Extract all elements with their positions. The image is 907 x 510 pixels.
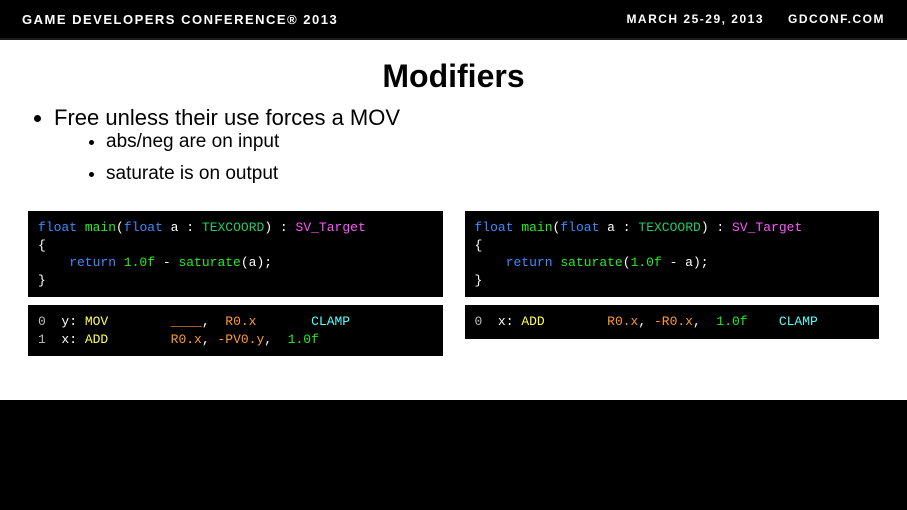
comma: , bbox=[202, 314, 225, 329]
opcode: ADD bbox=[521, 314, 544, 329]
keyword: float bbox=[38, 220, 77, 235]
spacer bbox=[748, 314, 779, 329]
colon: : bbox=[716, 220, 732, 235]
keyword: return bbox=[475, 255, 561, 270]
comma: , bbox=[693, 314, 716, 329]
literal: 1.0f bbox=[288, 332, 319, 347]
reg-slot: y: bbox=[61, 314, 84, 329]
keyword: float bbox=[475, 220, 514, 235]
comma: , bbox=[202, 332, 218, 347]
brace: { bbox=[38, 238, 46, 253]
comma: , bbox=[264, 332, 287, 347]
args: (a); bbox=[241, 255, 272, 270]
param: a bbox=[599, 220, 622, 235]
literal: 1.0f bbox=[631, 255, 662, 270]
literal: 1.0f bbox=[716, 314, 747, 329]
paren: ( bbox=[623, 255, 631, 270]
brace: } bbox=[38, 273, 46, 288]
function-call: saturate bbox=[178, 255, 240, 270]
literal: 1.0f bbox=[124, 255, 155, 270]
keyword: float bbox=[124, 220, 163, 235]
hlsl-code-right: float main ( float a : TEXCOORD) : SV_Targ… bbox=[465, 211, 880, 297]
code-column-left: float main(float a : TEXCOORD) : SV_Targ… bbox=[28, 211, 443, 364]
spacer bbox=[108, 332, 170, 347]
semantic: TEXCOORD bbox=[202, 220, 264, 235]
paren: ) bbox=[701, 220, 717, 235]
function-name: main bbox=[85, 220, 116, 235]
asm-code-right: 0 x: ADD R0.x, -R0.x, 1.0f CLAMP bbox=[465, 305, 880, 339]
semantic: TEXCOORD bbox=[638, 220, 700, 235]
paren: ( bbox=[116, 220, 124, 235]
spacer bbox=[108, 314, 170, 329]
spacer bbox=[256, 314, 311, 329]
bullet-list: Free unless their use forces a MOV abs/n… bbox=[0, 95, 907, 185]
paren: ) bbox=[264, 220, 280, 235]
conference-header: GAME DEVELOPERS CONFERENCE® 2013 MARCH 2… bbox=[0, 0, 907, 40]
function-name: main bbox=[521, 220, 552, 235]
register: -R0.x bbox=[654, 314, 693, 329]
bullet-sublist: abs/neg are on input saturate is on outp… bbox=[54, 131, 907, 185]
keyword: float bbox=[560, 220, 599, 235]
hlsl-code-left: float main(float a : TEXCOORD) : SV_Targ… bbox=[28, 211, 443, 297]
slide-title: Modifiers bbox=[0, 40, 907, 95]
function-call: saturate bbox=[560, 255, 622, 270]
register: R0.x bbox=[225, 314, 256, 329]
line-index: 1 bbox=[38, 332, 61, 347]
args: - a); bbox=[662, 255, 709, 270]
register: -PV0.y bbox=[217, 332, 264, 347]
modifier: CLAMP bbox=[311, 314, 350, 329]
bullet-level2: saturate is on output bbox=[106, 163, 907, 185]
reg-slot: x: bbox=[61, 332, 84, 347]
opcode: ADD bbox=[85, 332, 108, 347]
brace: { bbox=[475, 238, 483, 253]
line-index: 0 bbox=[475, 314, 498, 329]
colon: : bbox=[623, 220, 639, 235]
target-semantic: SV_Target bbox=[296, 220, 366, 235]
bullet-text: Free unless their use forces a MOV bbox=[54, 105, 400, 130]
spacer bbox=[545, 314, 607, 329]
header-right: MARCH 25-29, 2013 GDCONF.COM bbox=[626, 12, 885, 26]
colon: : bbox=[186, 220, 202, 235]
bullet-level2: abs/neg are on input bbox=[106, 131, 907, 153]
code-columns: float main(float a : TEXCOORD) : SV_Targ… bbox=[0, 199, 907, 364]
conference-date: MARCH 25-29, 2013 bbox=[626, 12, 764, 26]
operator: - bbox=[155, 255, 178, 270]
target-semantic: SV_Target bbox=[732, 220, 802, 235]
register: R0.x bbox=[607, 314, 638, 329]
conference-title: GAME DEVELOPERS CONFERENCE® 2013 bbox=[22, 12, 338, 27]
code-column-right: float main ( float a : TEXCOORD) : SV_Targ… bbox=[465, 211, 880, 364]
opcode: MOV bbox=[85, 314, 108, 329]
modifier: CLAMP bbox=[779, 314, 818, 329]
keyword: return bbox=[38, 255, 124, 270]
bullet-level1: Free unless their use forces a MOV abs/n… bbox=[54, 105, 907, 185]
asm-code-left: 0 y: MOV ____, R0.x CLAMP 1 x: ADD R0.x,… bbox=[28, 305, 443, 356]
register: R0.x bbox=[171, 332, 202, 347]
comma: , bbox=[638, 314, 654, 329]
line-index: 0 bbox=[38, 314, 61, 329]
param: a bbox=[163, 220, 186, 235]
slide-content: Modifiers Free unless their use forces a… bbox=[0, 40, 907, 400]
register: ____ bbox=[171, 314, 202, 329]
colon: : bbox=[280, 220, 296, 235]
reg-slot: x: bbox=[498, 314, 521, 329]
conference-site: GDCONF.COM bbox=[788, 12, 885, 26]
brace: } bbox=[475, 273, 483, 288]
